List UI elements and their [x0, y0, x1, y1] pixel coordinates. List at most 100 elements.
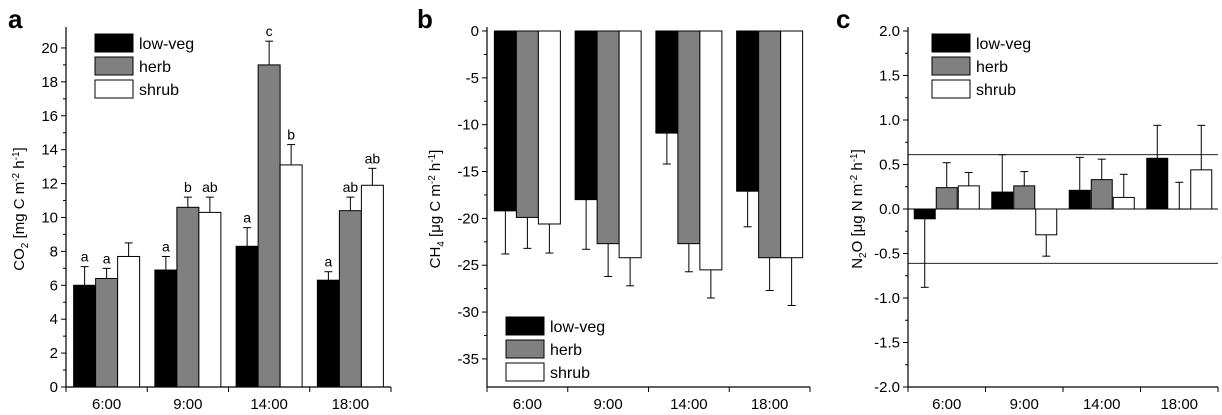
y-axis-label-part: O [μg N m: [849, 184, 866, 253]
y-tick-label: 10: [41, 209, 58, 226]
bar-herb-6:00: [95, 278, 119, 388]
significance-label: ab: [365, 150, 381, 166]
bar-low-veg-14:00: [1068, 189, 1091, 210]
significance-label: a: [81, 249, 89, 265]
y-tick-label: -25: [457, 257, 479, 274]
y-tick-label: -10: [457, 117, 479, 134]
bar-herb-9:00: [1013, 185, 1036, 210]
legend-label-shrub: shrub: [976, 82, 1016, 99]
legend-label-low-veg: low-veg: [976, 36, 1031, 53]
y-axis-label-part: CO: [11, 248, 28, 271]
significance-label: b: [184, 179, 192, 195]
legend-label-herb: herb: [550, 342, 582, 359]
bar-low-veg-14:00: [235, 245, 259, 388]
y-axis-label-part: ]: [11, 147, 28, 151]
bar-shrub-6:00: [117, 255, 141, 388]
y-axis-label-part: ]: [849, 149, 866, 153]
bar-low-veg-9:00: [154, 269, 178, 388]
y-axis-label-part: -2: [427, 175, 438, 184]
x-tick-label: 9:00: [594, 396, 623, 413]
y-tick-label: 0: [50, 379, 58, 396]
y-tick-label: -1.5: [874, 335, 900, 352]
y-axis-label-part: -2: [849, 174, 860, 183]
y-axis-label-part: 4: [436, 241, 447, 247]
y-axis-label-part: [μg C m: [427, 184, 444, 241]
x-tick-label: 14:00: [1083, 396, 1121, 413]
legend-swatch-low-veg: [505, 316, 545, 336]
y-tick-label: 1.5: [879, 68, 900, 85]
bar-herb-9:00: [596, 30, 620, 245]
y-tick-label: -15: [457, 164, 479, 181]
bar-low-veg-9:00: [574, 30, 598, 201]
legend-label-herb: herb: [139, 59, 171, 76]
chart-panel-c: c 2.0 1.5 1.0 0.5 0.0 -0.5 -1.0 -1.5 -2.0 6:00 9:00…: [836, 4, 1219, 413]
y-tick-label: 8: [50, 243, 58, 260]
y-axis-label-part: CH: [427, 247, 444, 269]
x-tick-label: 9:00: [1010, 396, 1039, 413]
significance-label: a: [103, 250, 111, 266]
y-tick-label: -30: [457, 304, 479, 321]
bar-low-veg-18:00: [736, 30, 760, 192]
y-axis-label-part: h: [11, 160, 28, 173]
significance-label: c: [266, 23, 273, 39]
significance-label: ab: [343, 179, 359, 195]
legend: low-veg herb shrub: [94, 33, 194, 99]
legend-label-low-veg: low-veg: [139, 36, 194, 53]
bar-shrub-18:00: [1190, 169, 1213, 210]
legend-label-shrub: shrub: [550, 365, 590, 382]
y-tick-label: 0: [471, 23, 479, 40]
y-tick-label: -1.0: [874, 290, 900, 307]
y-tick-label: -2.0: [874, 379, 900, 396]
y-axis-label-part: -1: [427, 153, 438, 162]
bar-herb-14:00: [677, 30, 701, 245]
legend-label-low-veg: low-veg: [550, 319, 605, 336]
y-axis-label-part: h: [427, 163, 444, 176]
bar-herb-14:00: [1090, 179, 1113, 210]
y-axis-label: CO2 [mg C m-2 h-1]: [11, 147, 31, 270]
legend-label-shrub: shrub: [139, 82, 179, 99]
y-tick-label: 4: [50, 311, 58, 328]
bar-low-veg-18:00: [1146, 157, 1169, 210]
y-axis-label-part: 2: [20, 242, 31, 248]
y-tick-label: -20: [457, 210, 479, 227]
legend-swatch-shrub: [94, 79, 134, 99]
bar-shrub-6:00: [537, 30, 561, 225]
x-tick-label: 18:00: [1160, 396, 1198, 413]
x-tick-label: 6:00: [92, 396, 121, 413]
y-axis-label-part: -2: [11, 172, 22, 181]
bar-shrub-14:00: [1112, 196, 1135, 210]
bar-shrub-18:00: [780, 30, 804, 259]
legend: low-veg herb shrub: [505, 316, 605, 382]
bar-shrub-18:00: [360, 184, 384, 388]
y-tick-label: -5: [466, 70, 479, 87]
bar-shrub-14:00: [279, 164, 303, 388]
bar-shrub-14:00: [699, 30, 723, 271]
bar-herb-6:00: [515, 30, 539, 218]
y-tick-label: 12: [41, 176, 58, 193]
y-tick-label: 6: [50, 277, 58, 294]
y-axis-label: CH4 [μg C m-2 h-1]: [427, 150, 447, 269]
legend-swatch-shrub: [931, 79, 971, 99]
x-tick-label: 6:00: [932, 396, 961, 413]
y-axis-label-part: [mg C m: [11, 182, 28, 243]
legend-swatch-herb: [94, 56, 134, 76]
panel-letter: a: [8, 4, 23, 34]
legend-swatch-herb: [931, 56, 971, 76]
legend: low-veg herb shrub: [931, 33, 1031, 99]
y-tick-label: 14: [41, 142, 58, 159]
legend-swatch-low-veg: [94, 33, 134, 53]
x-tick-label: 18:00: [332, 396, 370, 413]
legend-swatch-shrub: [505, 362, 545, 382]
significance-label: b: [287, 127, 295, 143]
y-axis-label-part: -1: [11, 151, 22, 160]
x-tick-label: 14:00: [250, 396, 288, 413]
y-tick-label: 0.0: [879, 201, 900, 218]
bar-herb-18:00: [338, 210, 362, 388]
y-tick-label: 16: [41, 108, 58, 125]
y-tick-label: 0.5: [879, 157, 900, 174]
significance-label: a: [243, 210, 251, 226]
y-axis-label-part: N: [849, 258, 866, 269]
x-tick-label: 6:00: [513, 396, 542, 413]
